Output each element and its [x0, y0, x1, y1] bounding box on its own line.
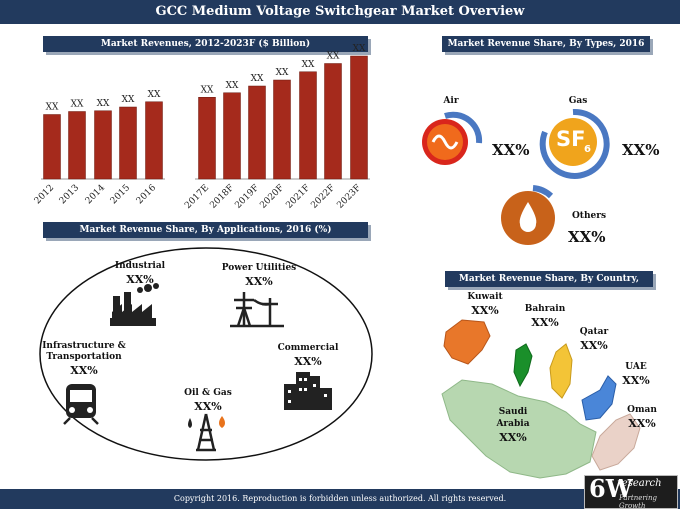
footer-copyright: Copyright 2016. Reproduction is forbidde… — [0, 489, 680, 509]
oil-derrick-icon — [196, 413, 216, 452]
type-others-label: Others — [571, 211, 607, 221]
type-air-label: Air — [443, 96, 459, 106]
qatar-shape — [549, 343, 573, 399]
bar-value-label: XX — [97, 99, 110, 109]
uae-shape — [581, 375, 617, 421]
country-bahrain-value: XX% — [531, 316, 559, 329]
applications-section-title: Market Revenue Share, By Applications, 2… — [43, 222, 368, 238]
logo-mark: 6W — [589, 474, 633, 503]
bar-2020F — [273, 79, 291, 180]
bar-2013 — [68, 111, 86, 180]
app-infra-label-2: Transportation — [46, 352, 122, 362]
bar-value-label: XX — [46, 103, 59, 113]
bar-value-label: XX — [327, 52, 340, 62]
logo-tagline: Partnering Growth — [619, 494, 657, 510]
sf6-subscript: 6 — [584, 144, 591, 155]
buildings-icon — [284, 372, 332, 410]
bar-value-label: XX — [148, 90, 161, 100]
app-industrial-label: Industrial — [114, 261, 166, 271]
country-uae-value: XX% — [622, 374, 650, 387]
types-section-title: Market Revenue Share, By Types, 2016 (%) — [442, 36, 650, 65]
bahrain-shape — [513, 343, 533, 388]
bar-value-label: XX — [201, 85, 214, 95]
bar-2021F — [299, 71, 317, 180]
kuwait-shape — [443, 319, 491, 365]
app-commercial-label: Commercial — [277, 343, 339, 353]
app-power-label: Power Utilities — [221, 263, 297, 273]
bar-value-label: XX — [71, 100, 84, 110]
country-kuwait-label: Kuwait — [467, 292, 503, 302]
saudi-shape — [441, 379, 597, 479]
bar-2016 — [145, 101, 163, 180]
power-pylon-icon — [230, 292, 284, 328]
bar-value-label: XX — [276, 68, 289, 78]
app-commercial-value: XX% — [294, 355, 322, 368]
oman-shape — [591, 413, 641, 471]
country-oman-label: Oman — [627, 405, 657, 415]
air-icon — [422, 111, 483, 165]
country-saudi-label: Saudi — [498, 407, 528, 417]
train-icon — [63, 384, 99, 425]
revenues-section-title: Market Revenues, 2012-2023F ($ Billion) — [43, 36, 368, 52]
country-qatar-label: Qatar — [579, 327, 609, 337]
country-saudi-label-2: Arabia — [496, 419, 530, 429]
country-uae-label: UAE — [625, 362, 647, 372]
flame-icon — [219, 416, 225, 428]
oil-drop-icon — [501, 185, 555, 245]
country-oman-value: XX% — [628, 417, 656, 430]
type-gas-label: Gas — [568, 96, 588, 106]
sf6-gas-icon — [539, 108, 610, 179]
country-saudi-value: XX% — [499, 431, 527, 444]
bar-2023F — [350, 55, 368, 180]
company-logo: 6W research Partnering Growth — [584, 474, 678, 510]
bar-value-label: XX — [353, 44, 366, 54]
logo-word: research — [617, 478, 662, 489]
bar-value-label: XX — [302, 60, 315, 70]
app-infra-label: Infrastructure & — [42, 341, 126, 351]
oil-drop-small-icon — [188, 418, 192, 428]
type-others-value: XX% — [568, 228, 606, 246]
bar-value-label: XX — [251, 74, 264, 84]
factory-icon — [110, 283, 159, 326]
bar-2015 — [119, 106, 137, 180]
applications-ellipse — [39, 247, 373, 461]
app-industrial-value: XX% — [126, 273, 154, 286]
bar-value-label: XX — [122, 95, 135, 105]
country-kuwait-value: XX% — [471, 304, 499, 317]
bar-2022F — [324, 63, 342, 180]
country-qatar-value: XX% — [580, 339, 608, 352]
country-bahrain-label: Bahrain — [524, 304, 566, 314]
type-air-value: XX% — [492, 141, 530, 159]
bar-2017E — [198, 97, 216, 180]
page-title: GCC Medium Voltage Switchgear Market Ove… — [0, 0, 680, 24]
app-oilgas-label: Oil & Gas — [184, 388, 232, 398]
type-gas-value: XX% — [622, 141, 660, 159]
bar-2014 — [94, 110, 112, 180]
app-power-value: XX% — [245, 275, 273, 288]
app-infra-value: XX% — [70, 364, 98, 377]
bar-2019F — [248, 85, 266, 180]
bar-2012 — [43, 114, 61, 180]
bar-2018F — [223, 92, 241, 180]
sf6-text: SF — [556, 127, 586, 151]
country-section-title: Market Revenue Share, By Country, 2016 (… — [445, 271, 653, 300]
bar-value-label: XX — [226, 81, 239, 91]
app-oilgas-value: XX% — [194, 400, 222, 413]
